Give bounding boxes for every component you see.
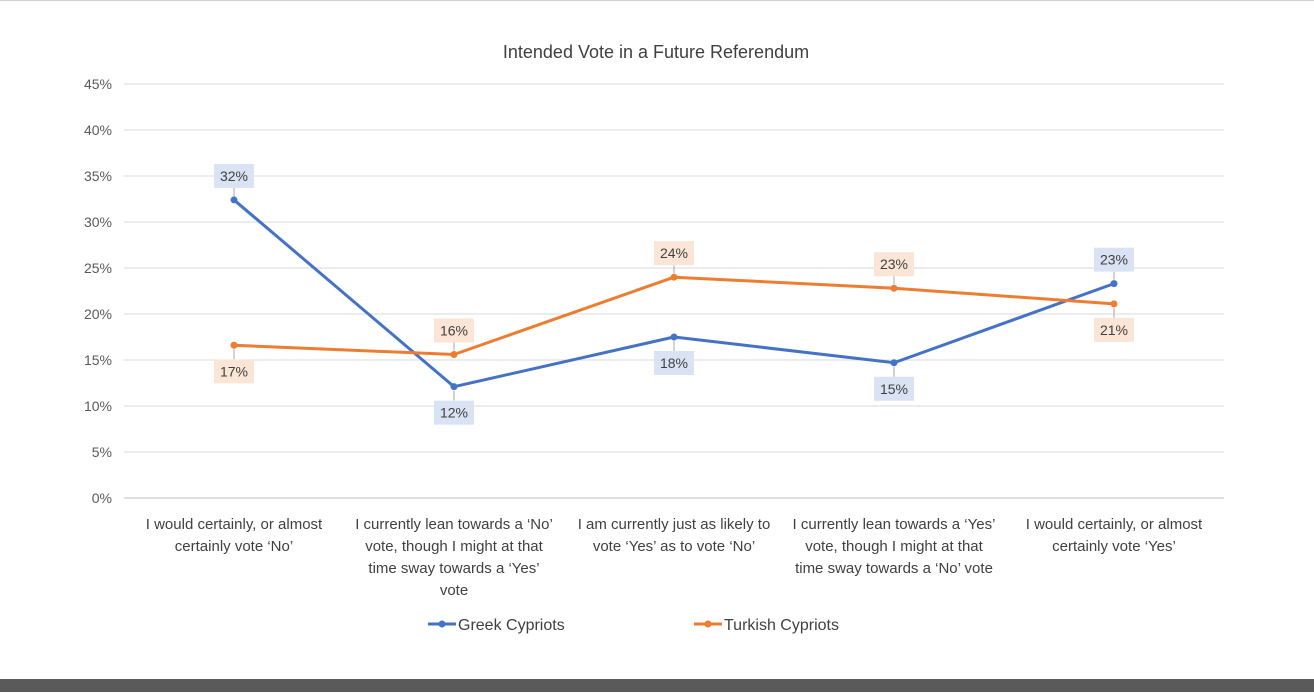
data-point xyxy=(670,273,678,281)
data-label-box xyxy=(1094,317,1134,342)
data-point xyxy=(450,350,458,358)
y-tick-label: 15% xyxy=(84,352,112,368)
data-label-box xyxy=(654,241,694,266)
y-tick-label: 0% xyxy=(92,490,112,506)
legend-swatch-marker xyxy=(704,620,712,628)
data-label-box xyxy=(874,376,914,401)
y-tick-label: 40% xyxy=(84,122,112,138)
y-tick-label: 35% xyxy=(84,168,112,184)
data-label-box xyxy=(654,351,694,375)
y-tick-label: 25% xyxy=(84,260,112,276)
data-label: 18% xyxy=(660,355,688,371)
x-category-label: I currently lean towards a ‘No’ vote, tho… xyxy=(355,516,553,599)
data-point xyxy=(1110,280,1118,288)
data-point xyxy=(890,284,898,292)
data-label: 23% xyxy=(880,256,908,272)
x-category-label: I currently lean towards a ‘Yes’ vote, th… xyxy=(793,516,996,577)
y-tick-label: 30% xyxy=(84,214,112,230)
data-label-box xyxy=(214,163,254,188)
y-tick-label: 20% xyxy=(84,306,112,322)
data-label: 15% xyxy=(880,381,908,397)
data-label-box xyxy=(434,318,474,343)
data-point xyxy=(230,341,238,349)
data-label: 17% xyxy=(220,363,248,379)
data-point xyxy=(230,196,238,204)
data-label: 23% xyxy=(1100,252,1128,268)
data-point xyxy=(1110,300,1118,308)
data-label-box xyxy=(214,359,254,384)
data-label: 16% xyxy=(440,322,468,338)
data-label: 12% xyxy=(440,405,468,421)
data-point xyxy=(670,333,678,341)
data-point xyxy=(450,383,458,391)
x-category-label: I would certainly, or almost certainly vo… xyxy=(1026,516,1203,555)
legend-swatch-marker xyxy=(438,620,446,628)
data-label-box xyxy=(1094,247,1134,272)
data-label: 21% xyxy=(1100,322,1128,338)
data-label: 24% xyxy=(660,245,688,261)
data-point xyxy=(890,359,898,367)
chart-title: Intended Vote in a Future Referendum xyxy=(503,42,809,62)
y-tick-label: 5% xyxy=(92,444,112,460)
legend-entry: Turkish Cypriots xyxy=(724,617,839,634)
legend-entry: Greek Cypriots xyxy=(458,617,565,634)
window-bottom-bar xyxy=(0,679,1314,692)
data-label-box xyxy=(434,400,474,425)
y-tick-label: 45% xyxy=(84,76,112,92)
x-category-label: I am currently just as likely to vote ‘Ye… xyxy=(578,516,771,555)
data-label-box xyxy=(874,252,914,277)
data-label: 32% xyxy=(220,168,248,184)
y-tick-label: 10% xyxy=(84,398,112,414)
x-category-label: I would certainly, or almost certainly vo… xyxy=(146,516,323,555)
